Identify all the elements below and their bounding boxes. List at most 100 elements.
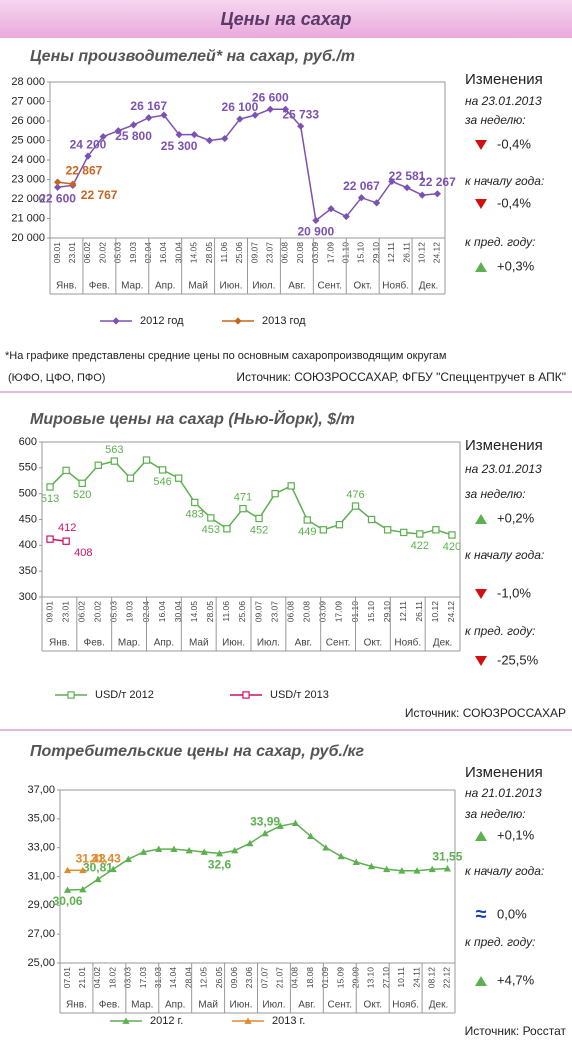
y-tick-label: 350 <box>19 565 37 577</box>
month-label: Июл. <box>252 281 275 292</box>
x-tick-label: 01.09 <box>320 967 330 989</box>
month-label: Июн. <box>230 1000 253 1011</box>
month-label: Авг. <box>288 281 305 292</box>
x-tick-label: 26.11 <box>401 242 411 263</box>
x-tick-label: 14.04 <box>168 967 178 989</box>
marker <box>94 461 102 469</box>
x-tick-label: 01.10 <box>350 601 360 623</box>
marker <box>46 483 54 491</box>
data-label: 453 <box>202 524 220 536</box>
marker <box>62 537 70 545</box>
changes-value: +0,3% <box>497 258 535 273</box>
month-label: Янв. <box>66 1000 87 1011</box>
x-tick-label: 10.12 <box>416 242 426 264</box>
data-label: 546 <box>153 476 171 488</box>
data-label: 408 <box>74 547 92 559</box>
marker <box>327 205 335 213</box>
marker <box>448 531 456 539</box>
month-label: Дек. <box>429 1000 449 1011</box>
marker <box>255 514 263 523</box>
changes-value: +4,7% <box>497 972 535 987</box>
data-label: 24 200 <box>70 137 107 151</box>
month-label: Июл. <box>262 1000 285 1011</box>
x-tick-label: 17.09 <box>334 601 344 623</box>
x-tick-label: 27.10 <box>381 967 391 989</box>
month-label: Май <box>189 638 209 649</box>
x-tick-label: 13.10 <box>366 967 376 989</box>
changes-label: к началу года: <box>465 864 544 878</box>
marker <box>281 105 290 113</box>
footnote: *На графике представлены средние цены по… <box>5 350 446 362</box>
marker <box>398 867 406 874</box>
marker <box>287 482 295 490</box>
marker <box>124 855 132 863</box>
marker <box>322 844 330 851</box>
y-tick-label: 20 000 <box>11 232 45 244</box>
changes-label: к пред. году: <box>465 935 535 949</box>
source: Источник: СОЮЗРОССАХАР, ФГБУ "Спеццентру… <box>236 370 566 384</box>
marker <box>174 474 183 482</box>
data-label: 22 767 <box>81 188 118 202</box>
x-tick-label: 16.04 <box>158 242 168 264</box>
changes-value: +0,1% <box>497 827 535 842</box>
x-tick-label: 23.01 <box>67 242 77 264</box>
footnote: (ЮФО, ЦФО, ПФО) <box>8 372 105 384</box>
data-label: 452 <box>250 524 268 536</box>
marker <box>307 832 315 840</box>
trend-arrow <box>475 199 487 209</box>
x-tick-label: 11.06 <box>219 242 229 263</box>
marker <box>342 212 350 221</box>
month-label: Сент. <box>328 1000 353 1011</box>
x-tick-label: 14.05 <box>189 242 199 264</box>
y-tick-label: 27 000 <box>11 95 45 107</box>
marker <box>53 178 62 186</box>
x-tick-label: 14.05 <box>189 601 199 623</box>
data-label: 30,81 <box>83 860 113 874</box>
y-tick-label: 600 <box>19 436 37 448</box>
marker <box>276 822 284 829</box>
chart-title: Мировые цены на сахар (Нью-Йорк), $/т <box>30 408 355 428</box>
series-line <box>57 108 438 222</box>
x-tick-label: 20.08 <box>302 601 312 623</box>
month-label: Дек. <box>433 638 453 649</box>
marker <box>190 131 198 139</box>
data-label: 420 <box>443 541 461 553</box>
x-tick-label: 04.02 <box>92 967 102 989</box>
marker <box>297 122 305 130</box>
changes-label: к началу года: <box>465 548 544 562</box>
x-tick-label: 05.03 <box>109 601 119 623</box>
marker <box>79 866 87 874</box>
marker <box>367 515 376 524</box>
marker <box>335 520 344 529</box>
marker <box>175 131 183 139</box>
marker <box>337 852 345 860</box>
marker <box>223 525 231 533</box>
marker <box>114 127 122 135</box>
month-label: Май <box>188 281 208 292</box>
marker <box>418 191 426 199</box>
legend-label: 2012 г. <box>150 1015 183 1027</box>
month-label: Май <box>198 1000 218 1011</box>
chart-title: Цены производителей* на сахар, руб./т <box>30 48 355 65</box>
data-label: 22 067 <box>343 179 380 193</box>
y-tick-label: 21 000 <box>11 212 45 224</box>
month-label: Окт. <box>363 1000 382 1011</box>
marker <box>400 528 408 537</box>
data-label: 26 100 <box>222 100 259 114</box>
marker <box>244 1017 252 1024</box>
x-tick-label: 28.05 <box>205 601 215 623</box>
x-tick-label: 24.12 <box>446 601 456 623</box>
data-label: 471 <box>234 492 252 504</box>
month-label: Апр. <box>154 638 174 649</box>
changes-date: на 21.01.2013 <box>465 786 542 800</box>
month-label: Нояб. <box>382 280 409 292</box>
changes-value: 0,0% <box>497 906 527 921</box>
marker <box>112 317 120 325</box>
changes-value: -0,4% <box>497 136 531 151</box>
y-tick-label: 22 000 <box>11 193 45 205</box>
x-tick-label: 12.11 <box>398 601 408 622</box>
marker <box>433 190 442 198</box>
data-label: 25 733 <box>282 107 319 121</box>
plot-frame <box>41 441 461 598</box>
